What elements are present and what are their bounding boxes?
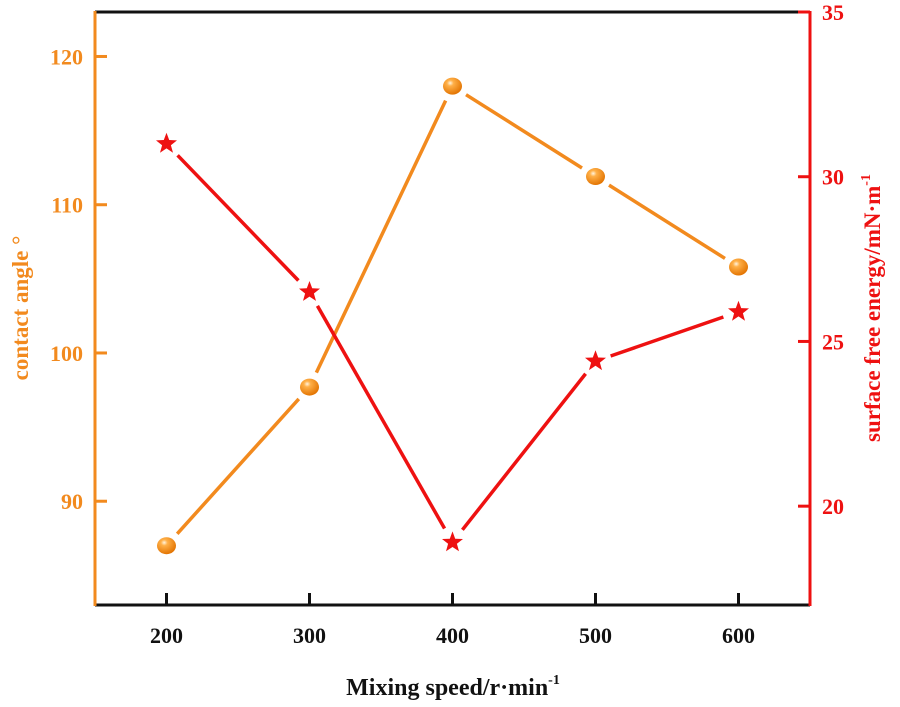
surface-energy-line-segment (315, 305, 447, 530)
surface-energy-line-segment (176, 154, 300, 282)
x-tick-label: 600 (722, 623, 755, 648)
contact-angle-line-segment (608, 183, 726, 260)
surface-energy-line-segment (610, 315, 724, 358)
y-right-axis-label: surface free energy/mN·m-1 (859, 174, 885, 442)
y-left-tick-label: 100 (50, 341, 83, 366)
contact-angle-line-segment (465, 93, 583, 170)
y-right-tick-label: 30 (822, 165, 844, 190)
y-right-axis-label-sup: -1 (859, 174, 874, 186)
contact-angle-point (157, 537, 176, 555)
surface-energy-point (585, 350, 606, 371)
y-left-tick-label: 90 (61, 489, 83, 514)
contact-angle-line-segment (314, 99, 448, 374)
y-right-axis-label-text: surface free energy/mN·m (860, 186, 885, 442)
contact-angle-point (729, 258, 748, 276)
y-right-tick-label: 35 (822, 0, 844, 25)
x-tick-label: 200 (150, 623, 183, 648)
surface-energy-point (728, 300, 749, 321)
x-tick-label: 500 (579, 623, 612, 648)
contact-angle-line-segment (175, 397, 301, 535)
contact-angle-point (443, 77, 462, 95)
surface-energy-point (442, 531, 463, 552)
x-tick-label: 400 (436, 623, 469, 648)
x-tick-label: 300 (293, 623, 326, 648)
contact-angle-point (300, 378, 319, 396)
surface-energy-point (299, 281, 320, 301)
y-right-tick-label: 25 (822, 329, 844, 354)
x-axis-label-text: Mixing speed/r·min (346, 675, 548, 701)
y-left-tick-label: 120 (50, 44, 83, 69)
x-axis-label-sup: -1 (548, 673, 560, 688)
y-left-axis-label: contact angle ° (8, 236, 33, 381)
y-left-tick-label: 110 (51, 193, 83, 218)
surface-energy-point (156, 132, 177, 153)
surface-energy-line-segment (461, 372, 587, 531)
y-right-tick-label: 20 (822, 494, 844, 519)
contact-angle-point (586, 168, 605, 186)
x-axis-label: Mixing speed/r·min-1 (346, 673, 560, 701)
